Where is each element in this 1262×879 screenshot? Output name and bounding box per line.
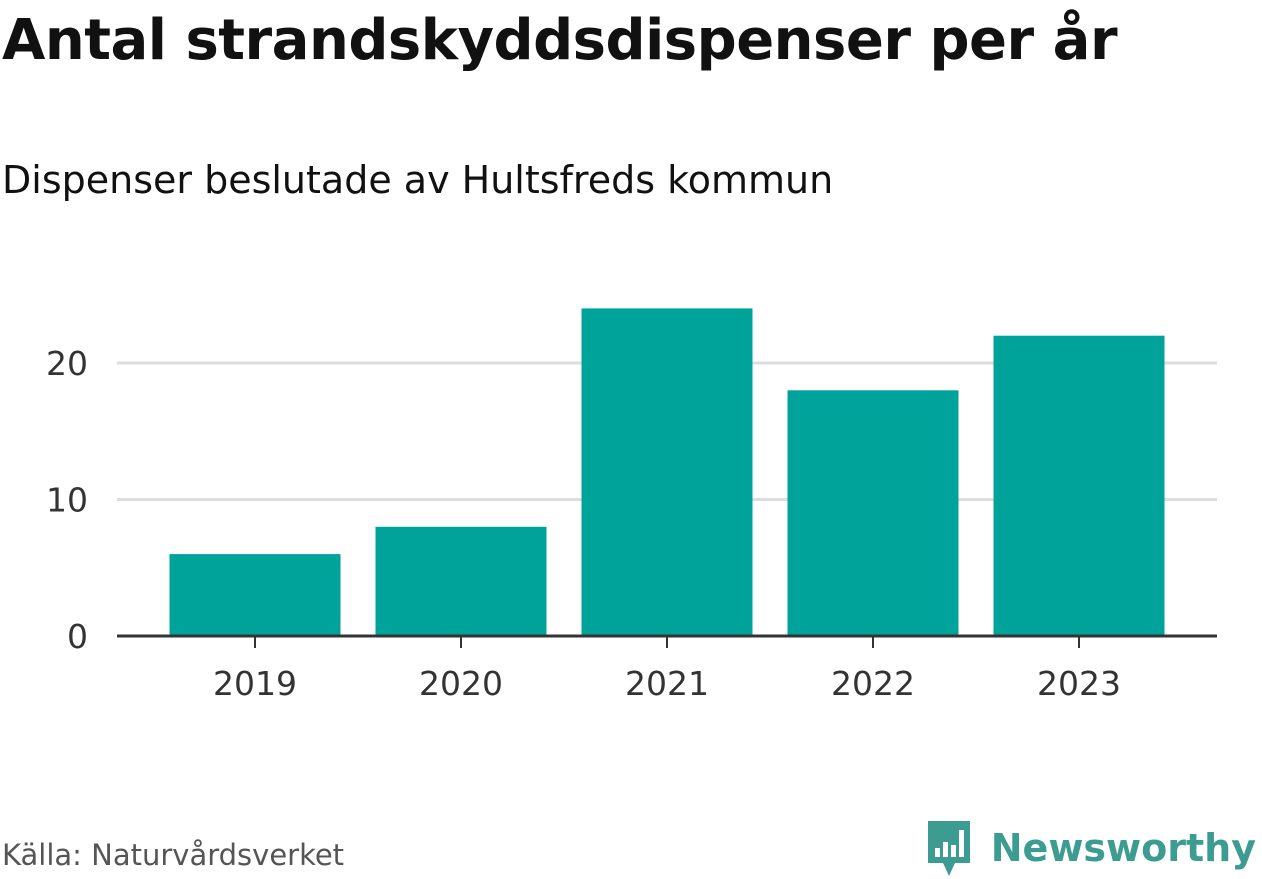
brand-mark: Newsworthy <box>925 818 1256 878</box>
x-tick-label: 2019 <box>213 664 297 703</box>
y-tick-label: 10 <box>46 481 88 520</box>
newsworthy-logo-icon <box>927 821 970 876</box>
brand-name: Newsworthy <box>990 826 1256 870</box>
x-tick-label: 2023 <box>1037 664 1121 703</box>
bars <box>169 308 1165 636</box>
axes: 0 10 20 2019 2020 2021 2022 2023 <box>46 344 1217 703</box>
chart-title: Antal strandskyddsdispenser per år <box>2 8 1118 73</box>
y-tick-label: 20 <box>46 344 88 383</box>
bar-2022 <box>787 390 959 636</box>
x-tick-label: 2020 <box>419 664 503 703</box>
source-note: Källa: Naturvårdsverket <box>2 838 345 872</box>
x-tick-label: 2022 <box>831 664 915 703</box>
y-tick-label: 0 <box>67 617 88 656</box>
bar-2023 <box>993 335 1165 636</box>
bar-2021 <box>581 308 753 636</box>
bar-2019 <box>169 554 341 636</box>
bar-2020 <box>375 526 547 636</box>
chart-subtitle: Dispenser beslutade av Hultsfreds kommun <box>2 158 834 202</box>
x-tick-label: 2021 <box>625 664 709 703</box>
